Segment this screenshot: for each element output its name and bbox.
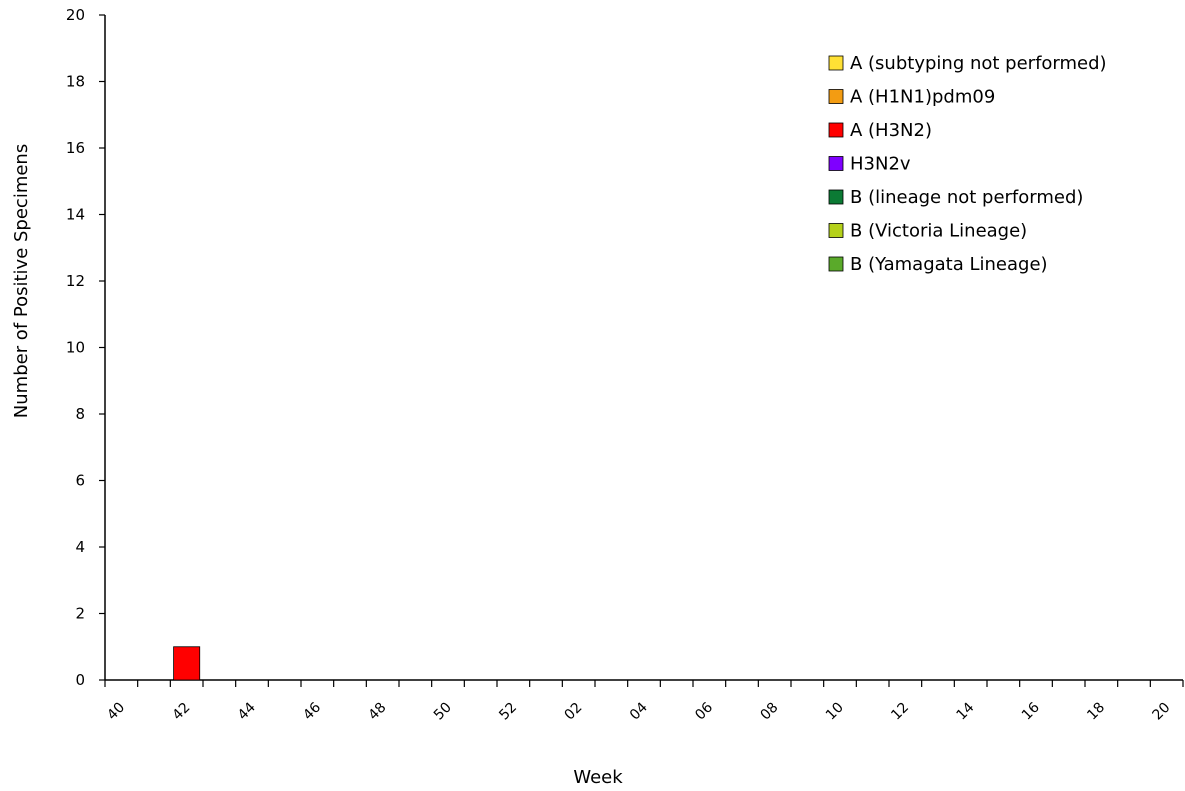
y-tick-label: 18 bbox=[66, 73, 85, 91]
legend-swatch bbox=[828, 89, 844, 104]
y-tick-label: 14 bbox=[66, 206, 85, 224]
y-tick-label: 16 bbox=[66, 139, 85, 157]
x-tick-label: 12 bbox=[888, 700, 912, 724]
legend-swatch bbox=[828, 156, 844, 171]
x-tick-label: 42 bbox=[170, 700, 194, 724]
x-tick-label: 02 bbox=[562, 700, 586, 724]
x-tick-label: 52 bbox=[496, 700, 520, 724]
y-axis-title: Number of Positive Specimens bbox=[11, 144, 32, 418]
legend-label: B (lineage not performed) bbox=[850, 187, 1083, 208]
legend: A (subtyping not performed) A (H1N1)pdm09… bbox=[828, 53, 1107, 275]
bars bbox=[173, 646, 201, 681]
legend-label: A (H3N2) bbox=[850, 120, 932, 141]
y-tick-label: 12 bbox=[66, 272, 85, 290]
legend-swatch bbox=[828, 189, 844, 205]
legend-label: A (subtyping not performed) bbox=[850, 53, 1107, 74]
x-tick-label: 06 bbox=[692, 699, 716, 723]
legend-swatch bbox=[828, 223, 844, 238]
y-axis: 0 2 4 6 8 10 12 14 16 18 20 bbox=[66, 6, 106, 689]
y-tick-label: 6 bbox=[75, 472, 85, 490]
x-tick-label: 50 bbox=[431, 700, 455, 724]
y-tick-label: 8 bbox=[75, 405, 85, 423]
legend-label: H3N2v bbox=[850, 154, 911, 175]
legend-swatch bbox=[828, 256, 844, 272]
y-tick-label: 0 bbox=[75, 671, 85, 689]
x-axis: 40 42 44 46 48 50 52 02 04 06 08 10 12 14 16 18 20 bbox=[104, 679, 1184, 724]
legend-swatch bbox=[828, 122, 844, 138]
x-tick-label: 46 bbox=[300, 699, 324, 723]
x-tick-label: 44 bbox=[235, 699, 259, 723]
y-tick-label: 2 bbox=[75, 605, 85, 623]
x-tick-label: 08 bbox=[758, 700, 782, 724]
y-tick-label: 10 bbox=[66, 339, 85, 357]
bar-segment bbox=[173, 646, 201, 681]
y-tick-label: 20 bbox=[66, 6, 85, 24]
y-tick-label: 4 bbox=[75, 538, 85, 556]
legend-swatch bbox=[828, 55, 844, 71]
legend-label: A (H1N1)pdm09 bbox=[850, 87, 995, 108]
x-axis-title: Week bbox=[573, 767, 623, 788]
x-tick-label: 14 bbox=[954, 699, 978, 723]
x-tick-label: 20 bbox=[1150, 700, 1174, 724]
x-tick-label: 48 bbox=[366, 700, 390, 724]
x-tick-label: 40 bbox=[104, 700, 128, 724]
legend-label: B (Victoria Lineage) bbox=[850, 221, 1027, 242]
legend-label: B (Yamagata Lineage) bbox=[850, 254, 1048, 275]
x-tick-label: 10 bbox=[823, 700, 847, 724]
x-tick-label: 16 bbox=[1019, 699, 1043, 723]
x-tick-label: 18 bbox=[1084, 700, 1108, 724]
x-tick-label: 04 bbox=[627, 699, 651, 723]
